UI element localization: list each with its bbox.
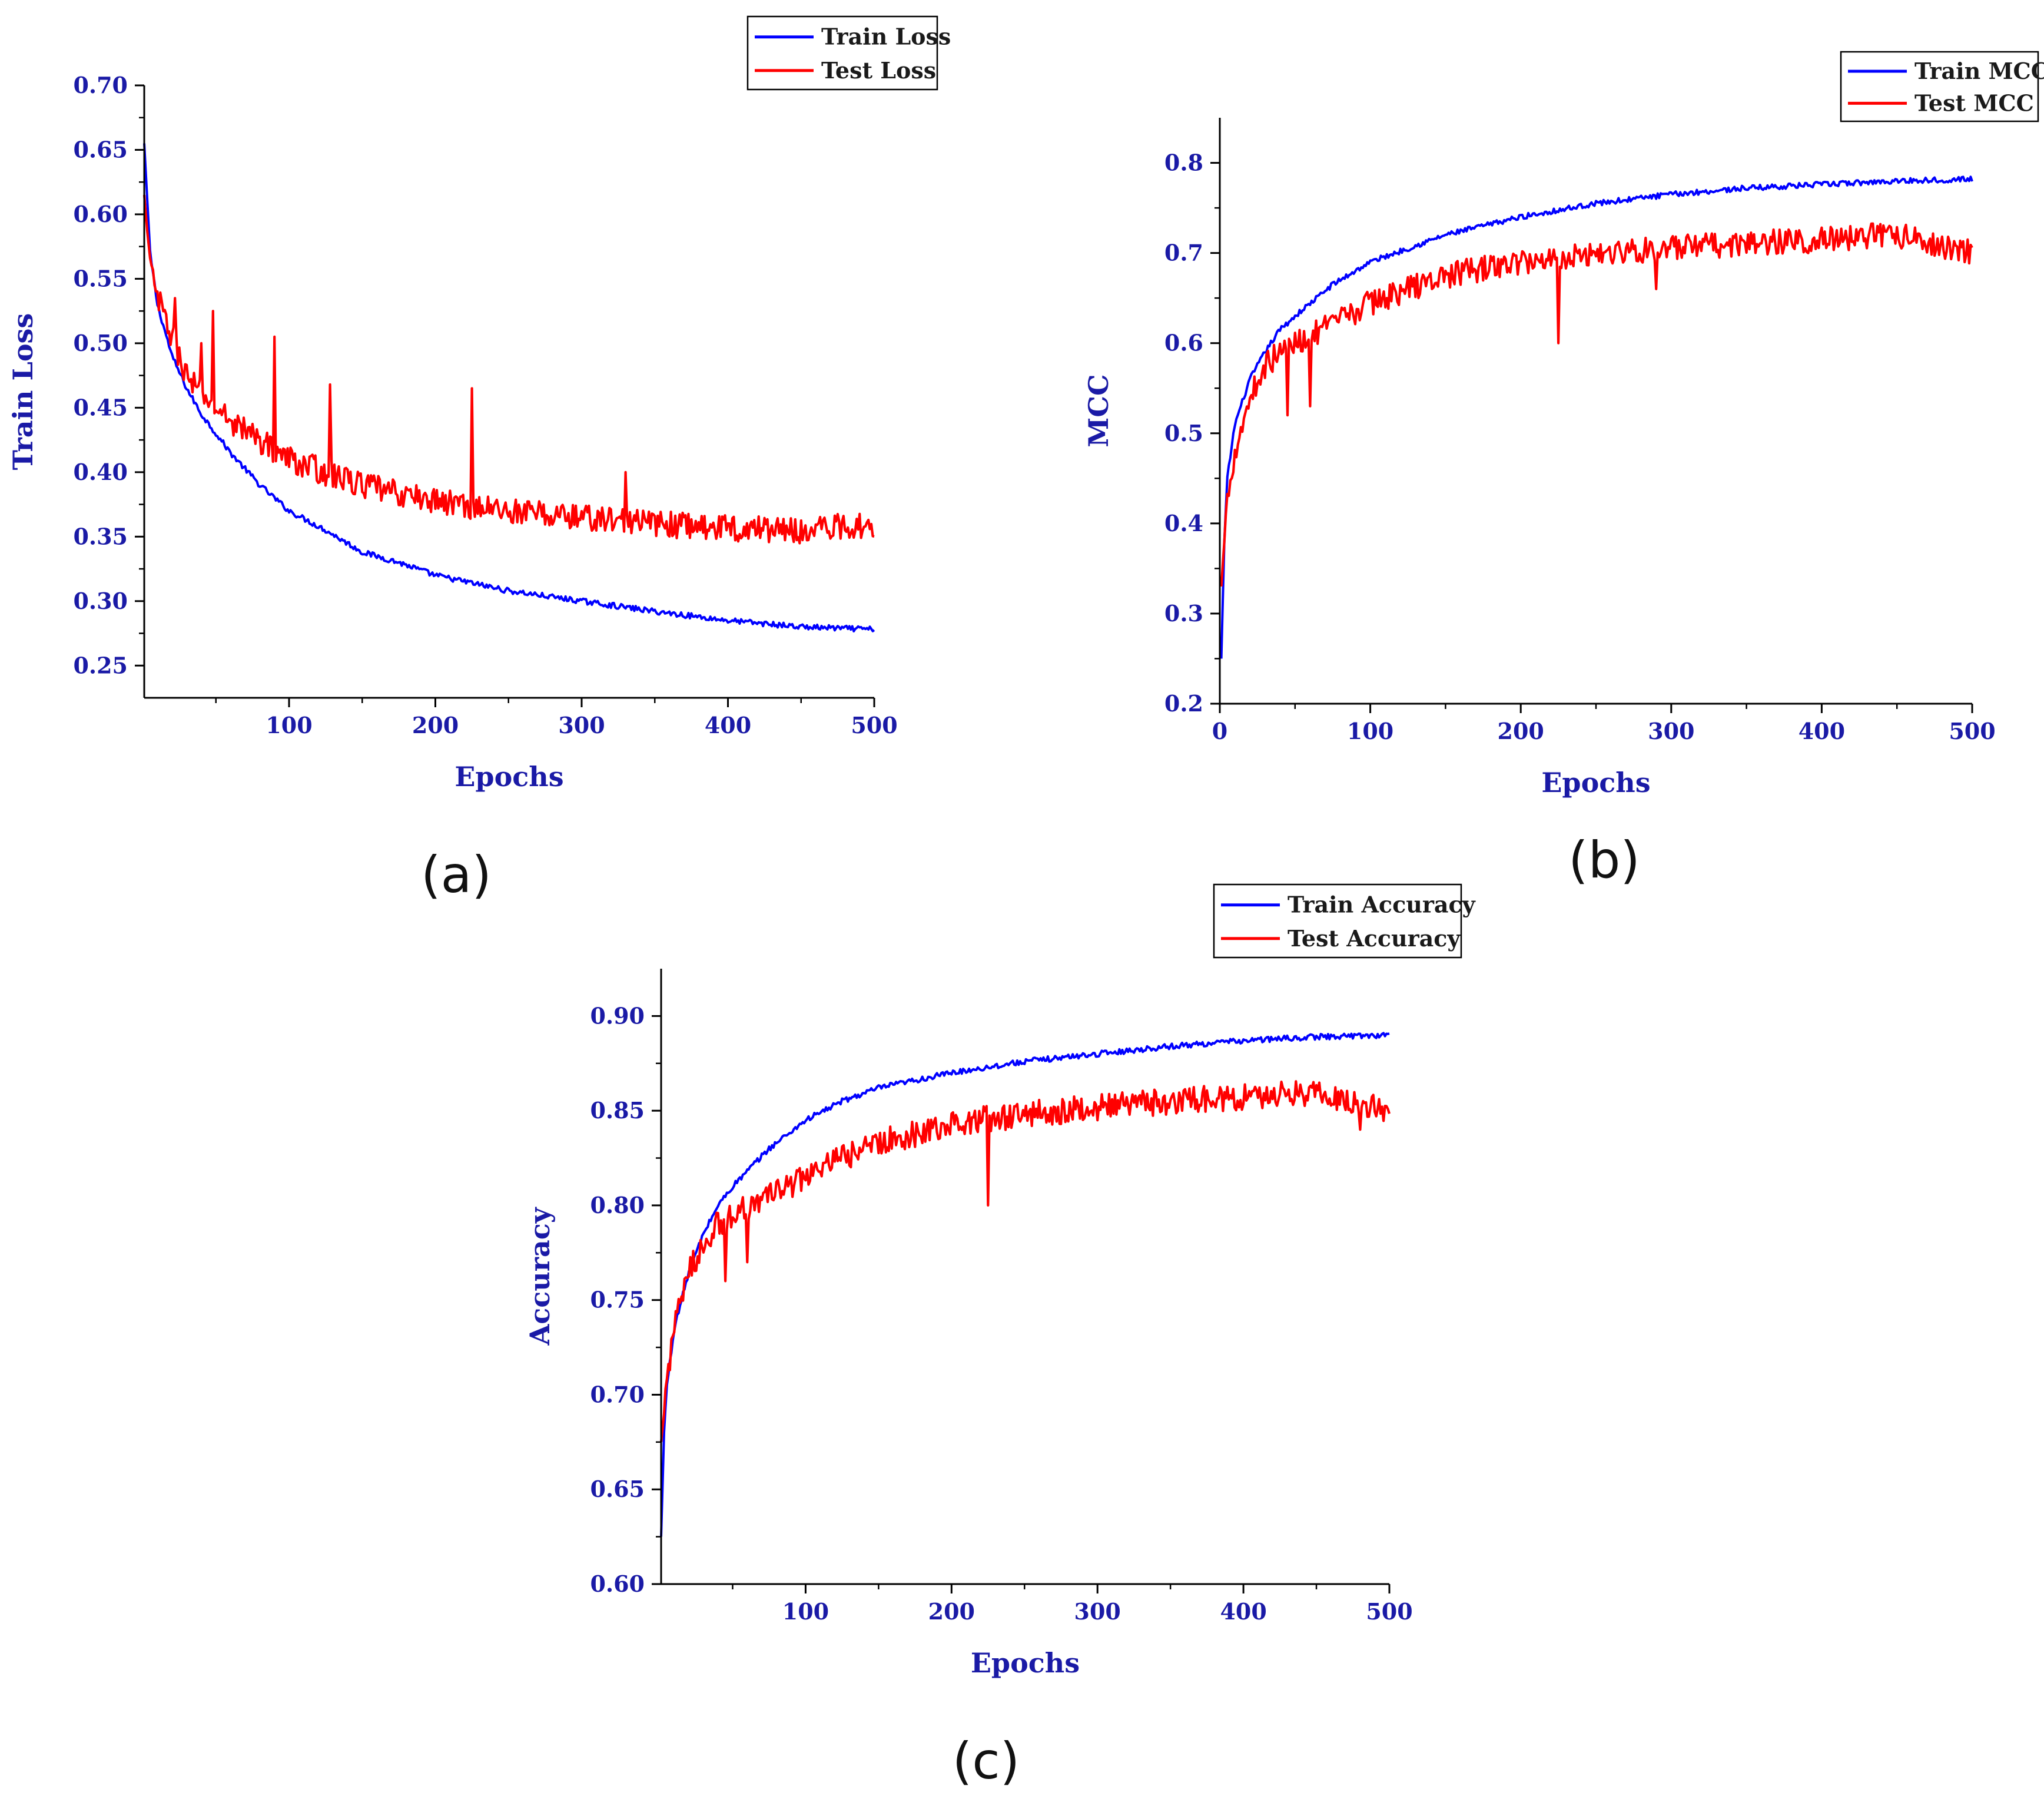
- y-tick-label: 0.7: [1164, 240, 1203, 266]
- y-tick-label: 0.5: [1164, 420, 1203, 446]
- legend-label: Train MCC: [1914, 58, 2044, 84]
- legend-label: Test MCC: [1914, 90, 2034, 116]
- x-axis-title: Epochs: [454, 761, 563, 793]
- x-tick-label: 100: [266, 712, 312, 738]
- x-tick-label: 400: [1799, 718, 1845, 744]
- legend-box: [1213, 883, 1462, 959]
- y-tick-label: 0.6: [1164, 330, 1203, 356]
- y-tick-label: 0.3: [1164, 600, 1203, 627]
- panel-label: (b): [1568, 831, 1640, 890]
- x-tick-label: 500: [1366, 1598, 1412, 1625]
- y-axis-title: MCC: [1083, 374, 1114, 447]
- x-tick-label: 300: [558, 712, 605, 738]
- x-axis-title: Epochs: [1541, 767, 1650, 799]
- x-tick-label: 500: [1949, 718, 1995, 744]
- legend: Train Loss Test Loss: [746, 15, 951, 91]
- y-tick-label: 0.35: [73, 523, 128, 549]
- y-axis-title: Accuracy: [524, 1207, 556, 1346]
- y-tick-label: 0.75: [590, 1287, 645, 1313]
- y-tick-label: 0.50: [73, 330, 128, 356]
- panel-label: (a): [421, 846, 492, 905]
- chart-b: 0 100 200 300 400 500 0.2 0.3 0.4 0.5 0.6 0.7 0.8 Epo…: [1083, 51, 2044, 890]
- series-line-train-loss: [143, 143, 875, 632]
- y-tick-label: 0.65: [73, 136, 128, 163]
- chart-a: 100 200 300 400 500 0.25 0.30 0.35 0.40 0.45 0.50 0…: [7, 15, 951, 905]
- chart-c: 100 200 300 400 500 0.60 0.65 0.70 0.75 0.80 0.85 0…: [524, 883, 1476, 1791]
- y-tick-label: 0.40: [73, 459, 128, 485]
- x-tick-label: 200: [412, 712, 459, 738]
- legend-label: Test Loss: [821, 57, 936, 84]
- x-tick-label: 500: [851, 712, 897, 738]
- y-tick-label: 0.60: [73, 201, 128, 227]
- y-tick-label: 0.55: [73, 265, 128, 291]
- series-line-train-mcc: [1220, 175, 1973, 659]
- legend-box: [746, 15, 938, 91]
- x-tick-label: 300: [1648, 718, 1694, 744]
- series-line-train-accuracy: [660, 1032, 1390, 1537]
- y-tick-label: 0.4: [1164, 510, 1203, 536]
- x-tick-label: 200: [1498, 718, 1544, 744]
- legend: Train MCC Test MCC: [1840, 51, 2044, 122]
- y-tick-label: 0.2: [1164, 690, 1203, 717]
- y-tick-label: 0.70: [73, 72, 128, 98]
- series-line-test-accuracy: [659, 1080, 1391, 1443]
- y-tick-label: 0.30: [73, 588, 128, 614]
- y-tick-label: 0.8: [1164, 150, 1203, 176]
- y-tick-label: 0.80: [590, 1192, 645, 1218]
- series-line-test-mcc: [1220, 222, 1973, 587]
- x-axis-title: Epochs: [971, 1647, 1080, 1679]
- y-tick-label: 0.25: [73, 652, 128, 678]
- x-tick-label: 100: [782, 1598, 829, 1625]
- y-tick-label: 0.70: [590, 1381, 645, 1407]
- y-tick-label: 0.85: [590, 1097, 645, 1124]
- x-tick-label: 400: [1220, 1598, 1266, 1625]
- x-tick-label: 200: [928, 1598, 975, 1625]
- legend-box: [1840, 51, 2039, 122]
- y-tick-label: 0.45: [73, 394, 128, 420]
- y-tick-label: 0.90: [590, 1002, 645, 1029]
- legend: Train Accuracy Test Accuracy: [1213, 883, 1476, 959]
- legend-label: Train Loss: [821, 24, 951, 50]
- x-tick-label: 100: [1347, 718, 1393, 744]
- x-tick-label: 400: [705, 712, 751, 738]
- y-axis-title: Train Loss: [7, 313, 39, 471]
- x-tick-label: 300: [1074, 1598, 1121, 1625]
- legend-label: Test Accuracy: [1288, 925, 1461, 952]
- y-tick-label: 0.60: [590, 1571, 645, 1597]
- legend-label: Train Accuracy: [1288, 892, 1476, 918]
- series-line-test-loss: [142, 194, 875, 545]
- y-tick-label: 0.65: [590, 1476, 645, 1502]
- x-tick-label: 0: [1212, 718, 1227, 744]
- panel-label: (c): [953, 1732, 1020, 1791]
